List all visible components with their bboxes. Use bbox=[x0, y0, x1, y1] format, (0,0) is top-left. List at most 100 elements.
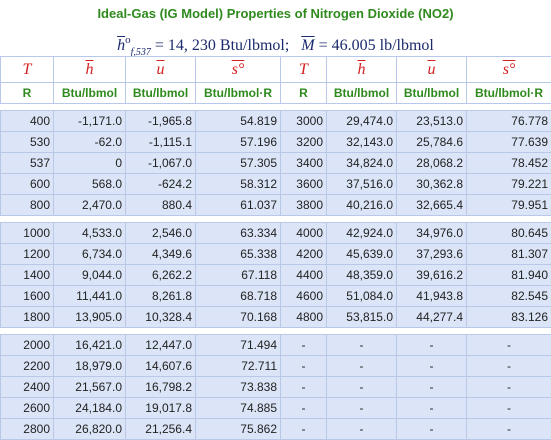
enthalpy-cell: 0 bbox=[54, 153, 126, 174]
temp-cell-2: 3200 bbox=[281, 132, 327, 153]
symbol-h: h bbox=[54, 57, 126, 83]
temp-cell-2: 4600 bbox=[281, 286, 327, 307]
energy-cell-2: 41,943.8 bbox=[397, 286, 467, 307]
symbol-T: T bbox=[1, 57, 54, 83]
energy-cell: -1,115.1 bbox=[126, 132, 196, 153]
energy-cell: 21,256.4 bbox=[126, 419, 196, 440]
entropy-cell-2: 79.951 bbox=[467, 195, 551, 216]
energy-cell-2: - bbox=[397, 419, 467, 440]
entropy-cell: 57.196 bbox=[196, 132, 281, 153]
temp-cell: 1200 bbox=[1, 244, 54, 265]
temp-cell: 2600 bbox=[1, 398, 54, 419]
enthalpy-cell-2: 32,143.0 bbox=[327, 132, 397, 153]
temp-cell-2: - bbox=[281, 377, 327, 398]
temp-cell: 2000 bbox=[1, 335, 54, 356]
temp-cell: 1400 bbox=[1, 265, 54, 286]
energy-cell-2: 23,513.0 bbox=[397, 111, 467, 132]
molar-mass-value: = 46.005 lb/lbmol bbox=[319, 37, 434, 54]
energy-cell: -1,067.0 bbox=[126, 153, 196, 174]
properties-table: T h u s° T h u s° R Btu/lbmol Btu/lbmol … bbox=[0, 56, 551, 440]
separator-cell bbox=[1, 104, 551, 111]
unit-u-2: Btu/lbmol bbox=[397, 83, 467, 104]
symbol-s: s° bbox=[196, 57, 281, 83]
temp-cell: 2800 bbox=[1, 419, 54, 440]
temp-cell: 400 bbox=[1, 111, 54, 132]
temp-cell-2: 4800 bbox=[281, 307, 327, 328]
energy-cell-2: 25,784.6 bbox=[397, 132, 467, 153]
enthalpy-cell-2: 53,815.0 bbox=[327, 307, 397, 328]
entropy-cell-2: 77.639 bbox=[467, 132, 551, 153]
entropy-cell: 54.819 bbox=[196, 111, 281, 132]
hf-value: = 14, 230 Btu/lbmol; bbox=[155, 37, 289, 54]
enthalpy-cell-2: 37,516.0 bbox=[327, 174, 397, 195]
enthalpy-cell: 6,734.0 bbox=[54, 244, 126, 265]
enthalpy-cell-2: 45,639.0 bbox=[327, 244, 397, 265]
temp-cell: 1600 bbox=[1, 286, 54, 307]
enthalpy-cell: 18,979.0 bbox=[54, 356, 126, 377]
unit-T: R bbox=[1, 83, 54, 104]
energy-cell: 8,261.8 bbox=[126, 286, 196, 307]
energy-cell: -624.2 bbox=[126, 174, 196, 195]
energy-cell: 19,017.8 bbox=[126, 398, 196, 419]
enthalpy-cell: -62.0 bbox=[54, 132, 126, 153]
unit-u: Btu/lbmol bbox=[126, 83, 196, 104]
separator-cell bbox=[1, 216, 551, 223]
temp-cell-2: 3000 bbox=[281, 111, 327, 132]
energy-cell: 12,447.0 bbox=[126, 335, 196, 356]
enthalpy-cell-2: 51,084.0 bbox=[327, 286, 397, 307]
enthalpy-cell: 13,905.0 bbox=[54, 307, 126, 328]
enthalpy-cell-2: 42,924.0 bbox=[327, 223, 397, 244]
temp-cell-2: - bbox=[281, 356, 327, 377]
temp-cell-2: - bbox=[281, 419, 327, 440]
temp-cell: 530 bbox=[1, 132, 54, 153]
temp-cell-2: 4000 bbox=[281, 223, 327, 244]
unit-T-2: R bbox=[281, 83, 327, 104]
temp-cell-2: 3400 bbox=[281, 153, 327, 174]
enthalpy-cell: 568.0 bbox=[54, 174, 126, 195]
entropy-cell-2: 81.940 bbox=[467, 265, 551, 286]
entropy-cell-2: 76.778 bbox=[467, 111, 551, 132]
unit-h-2: Btu/lbmol bbox=[327, 83, 397, 104]
enthalpy-cell-2: 34,824.0 bbox=[327, 153, 397, 174]
energy-cell-2: 32,665.4 bbox=[397, 195, 467, 216]
temp-cell-2: - bbox=[281, 398, 327, 419]
energy-cell: 14,607.6 bbox=[126, 356, 196, 377]
entropy-cell: 70.168 bbox=[196, 307, 281, 328]
enthalpy-cell-2: - bbox=[327, 398, 397, 419]
page-title: Ideal-Gas (IG Model) Properties of Nitro… bbox=[0, 0, 551, 27]
temp-cell: 2400 bbox=[1, 377, 54, 398]
group-separator bbox=[1, 328, 551, 335]
properties-page: Ideal-Gas (IG Model) Properties of Nitro… bbox=[0, 0, 551, 418]
separator-cell bbox=[1, 328, 551, 335]
unit-s-2: Btu/lbmol·R bbox=[467, 83, 551, 104]
symbol-u-2: u bbox=[397, 57, 467, 83]
enthalpy-cell: 11,441.0 bbox=[54, 286, 126, 307]
energy-cell-2: - bbox=[397, 356, 467, 377]
entropy-cell: 63.334 bbox=[196, 223, 281, 244]
temp-cell-2: 3800 bbox=[281, 195, 327, 216]
energy-cell-2: - bbox=[397, 335, 467, 356]
energy-cell: 4,349.6 bbox=[126, 244, 196, 265]
entropy-cell-2: - bbox=[467, 419, 551, 440]
enthalpy-cell-2: - bbox=[327, 335, 397, 356]
temp-cell: 800 bbox=[1, 195, 54, 216]
enthalpy-cell: -1,171.0 bbox=[54, 111, 126, 132]
enthalpy-cell-2: - bbox=[327, 419, 397, 440]
entropy-cell-2: - bbox=[467, 356, 551, 377]
entropy-cell: 65.338 bbox=[196, 244, 281, 265]
entropy-cell: 73.838 bbox=[196, 377, 281, 398]
temp-cell-2: 4200 bbox=[281, 244, 327, 265]
group-separator bbox=[1, 104, 551, 111]
entropy-cell: 74.885 bbox=[196, 398, 281, 419]
hf-symbol: hof,537 bbox=[117, 37, 151, 54]
enthalpy-cell: 26,820.0 bbox=[54, 419, 126, 440]
entropy-cell-2: 81.307 bbox=[467, 244, 551, 265]
entropy-cell: 71.494 bbox=[196, 335, 281, 356]
enthalpy-cell: 2,470.0 bbox=[54, 195, 126, 216]
